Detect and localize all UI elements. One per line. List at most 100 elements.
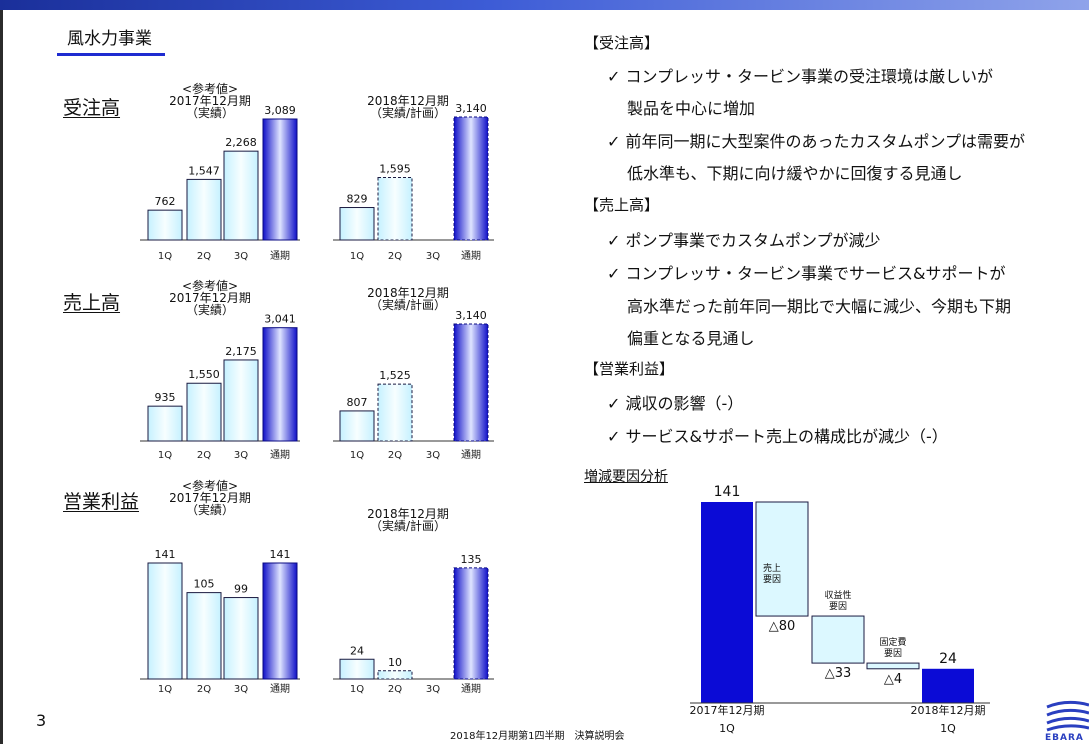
ebara-logo: EBARA [1045, 697, 1089, 744]
section-title-underline [57, 53, 165, 56]
category-label: 3Q [426, 251, 440, 262]
category-label: 1Q [350, 251, 364, 262]
ref-note-line2: 2017年12月期 [169, 491, 251, 505]
ref-note-line1: <参考値> [181, 82, 239, 96]
waterfall-delta-bar [811, 615, 865, 664]
data-label: 10 [388, 656, 402, 669]
footer-text: 2018年12月期第1四半期 決算説明会 [450, 731, 625, 742]
fy2018-note-orders: 2018年12月期 （実績/計画） [358, 95, 458, 119]
bar-full-year [262, 118, 298, 241]
category-label: 2Q [388, 684, 402, 695]
waterfall-factor-label: 要因 [829, 601, 847, 612]
data-label: 2,175 [225, 345, 257, 358]
category-label: 通期 [461, 449, 481, 461]
waterfall-factor-label: 要因 [884, 648, 902, 659]
ref-note-line3: （実績） [185, 503, 234, 517]
category-label: 3Q [234, 450, 248, 461]
bar-quarter [223, 150, 259, 241]
bar-full-year [453, 116, 489, 241]
category-label: 2Q [388, 450, 402, 461]
waterfall-caption: 1Q [940, 722, 956, 735]
bar-quarter [339, 658, 375, 680]
category-label: 1Q [158, 450, 172, 461]
fy2018-note-profit: 2018年12月期 （実績/計画） [358, 508, 458, 532]
data-label: 1,525 [379, 369, 411, 382]
waterfall-delta-bar [866, 662, 920, 670]
left-border [0, 10, 3, 744]
orders-header: 【受注高】 [584, 34, 660, 52]
ref-note-line3: （実績） [185, 303, 234, 317]
category-label: 通期 [270, 683, 290, 695]
sales-item: ✓ コンプレッサ・タービン事業でサービス&サポートが [607, 264, 1006, 283]
waterfall-caption: 2017年12月期 [690, 703, 765, 717]
ref-note-orders: <参考値> 2017年12月期 （実績） [160, 83, 260, 119]
orders-item: ✓ コンプレッサ・タービン事業の受注環境は厳しいが [607, 67, 994, 86]
ref-note-line2: 2017年12月期 [169, 291, 251, 305]
waterfall-caption: 2018年12月期 [911, 703, 986, 717]
waterfall-value-label: 141 [714, 484, 741, 500]
bar-quarter [377, 670, 413, 680]
bar-quarter [223, 359, 259, 442]
data-label: 1,550 [188, 368, 220, 381]
ebara-logo-text: EBARA [1045, 733, 1084, 743]
data-label: 829 [347, 193, 368, 206]
sales-item: 高水準だった前年同一期比で大幅に減少、今期も下期 [627, 297, 1012, 316]
heading-profit: 営業利益 [63, 491, 140, 513]
data-label: 141 [155, 548, 176, 561]
category-label: 3Q [426, 450, 440, 461]
data-label: 3,041 [264, 313, 296, 326]
bar-full-year [453, 567, 489, 680]
fy2018-note-line2: （実績/計画） [369, 298, 447, 312]
data-label: 3,089 [264, 104, 296, 117]
waterfall-delta-bar [755, 501, 809, 617]
data-label: 2,268 [225, 136, 257, 149]
category-label: 1Q [350, 684, 364, 695]
data-label: 135 [461, 553, 482, 566]
category-label: 3Q [426, 684, 440, 695]
fy2018-note-line1: 2018年12月期 [367, 286, 449, 300]
data-label: 3,140 [455, 309, 487, 322]
waterfall-total-bar [922, 668, 974, 703]
fy2018-note-line1: 2018年12月期 [367, 94, 449, 108]
bar-quarter [339, 410, 375, 442]
category-label: 1Q [158, 251, 172, 262]
fy2018-note-sales: 2018年12月期 （実績/計画） [358, 287, 458, 311]
fy2018-note-line2: （実績/計画） [369, 519, 447, 533]
bar-quarter [147, 209, 183, 241]
bar-full-year [262, 327, 298, 442]
category-label: 1Q [158, 684, 172, 695]
data-label: 24 [350, 644, 364, 657]
category-label: 通期 [461, 250, 481, 262]
ref-note-line1: <参考値> [181, 279, 239, 293]
heading-orders: 受注高 [63, 97, 121, 119]
sales-item: ✓ ポンプ事業でカスタムポンプが減少 [607, 231, 881, 250]
waterfall-value-label: 24 [939, 651, 957, 667]
ref-note-line2: 2017年12月期 [169, 94, 251, 108]
category-label: 通期 [270, 449, 290, 461]
bar-quarter [186, 592, 222, 680]
orders-item: ✓ 前年同一期に大型案件のあったカスタムポンプは需要が [607, 132, 1026, 151]
ref-note-profit: <参考値> 2017年12月期 （実績） [160, 480, 260, 516]
waterfall-factor-label: 固定費 [879, 636, 906, 648]
waterfall-value-label: △33 [825, 666, 852, 681]
profit-item: ✓ 減収の影響（-） [607, 394, 744, 413]
waterfall-total-bar [701, 502, 753, 703]
profit-item: ✓ サービス&サポート売上の構成比が減少（-） [607, 427, 948, 446]
orders-item: 低水準も、下期に向け緩やかに回復する見通し [627, 164, 963, 183]
bar-quarter [186, 178, 222, 241]
bar-quarter [186, 382, 222, 442]
bar-quarter [339, 207, 375, 241]
bar-full-year [262, 562, 298, 680]
category-label: 通期 [461, 683, 481, 695]
waterfall-caption: 1Q [719, 722, 735, 735]
waterfall-value-label: △80 [769, 619, 796, 634]
top-banner [0, 0, 1089, 10]
bar-quarter [377, 177, 413, 241]
data-label: 762 [155, 195, 176, 208]
waterfall-factor-label: 要因 [763, 574, 781, 585]
bar-quarter [223, 597, 259, 680]
fy2018-note-line2: （実績/計画） [369, 106, 447, 120]
category-label: 2Q [388, 251, 402, 262]
waterfall-factor-label: 収益性 [824, 589, 851, 601]
